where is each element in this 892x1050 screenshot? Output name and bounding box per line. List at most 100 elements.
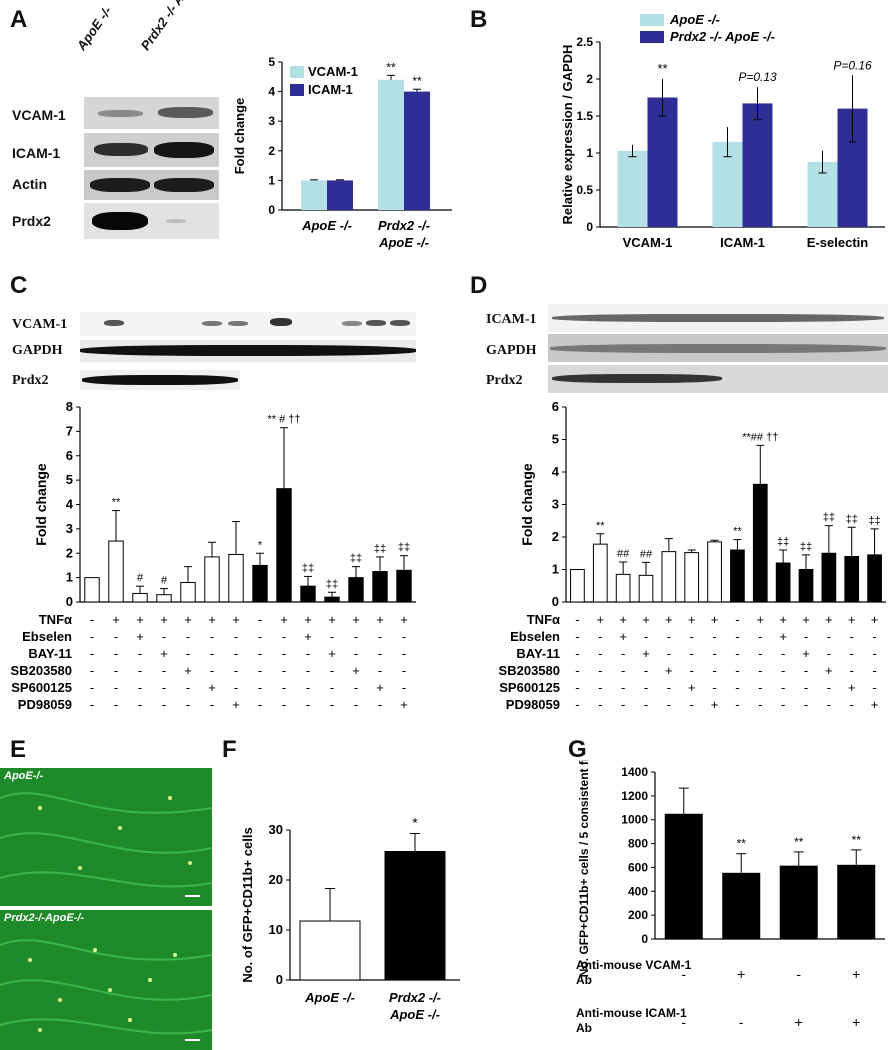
treatment-sign: + xyxy=(711,697,719,712)
y-tick-label: 3 xyxy=(552,497,559,512)
treatment-sign: - xyxy=(402,646,406,661)
x-category-label: VCAM-1 xyxy=(623,235,673,250)
treatment-sign: + xyxy=(852,1014,860,1030)
treatment-sign: - xyxy=(758,629,762,644)
treatment-sign: + xyxy=(184,612,192,627)
treatment-label: TNFα xyxy=(39,612,72,627)
y-tick-label: 0 xyxy=(552,594,559,609)
chart-a: 0 1 2 3 4 5 Fold change ** ** ApoE -/- Prdx2 -/- Ap… xyxy=(232,55,452,250)
treatment-sign: - xyxy=(210,663,214,678)
treatment-sign: - xyxy=(758,663,762,678)
x-category-label: ApoE -/- xyxy=(378,235,429,250)
treatment-sign: - xyxy=(330,663,334,678)
treatment-sign: - xyxy=(234,680,238,695)
treatment-sign: + xyxy=(665,663,673,678)
significance-label: # xyxy=(161,575,168,587)
y-tick-label: 7 xyxy=(66,423,73,438)
treatment-sign: - xyxy=(138,646,142,661)
significance-label: ** xyxy=(596,520,605,532)
bar xyxy=(299,920,361,981)
treatment-sign: + xyxy=(232,697,240,712)
treatment-sign: - xyxy=(306,646,310,661)
bar xyxy=(327,180,353,210)
treatment-sign: - xyxy=(827,646,831,661)
panel-letter-d: D xyxy=(470,272,488,299)
treatment-sign: + xyxy=(688,680,696,695)
significance-label: ‡‡ xyxy=(846,513,858,525)
bar xyxy=(867,554,882,603)
treatment-sign: + xyxy=(619,612,627,627)
treatment-sign: - xyxy=(575,612,579,627)
bar xyxy=(615,573,631,603)
treatment-sign: - xyxy=(667,646,671,661)
y-axis-label: No. of GFP+CD11b+ cells xyxy=(240,827,255,982)
treatment-sign: + xyxy=(642,646,650,661)
legend-swatch xyxy=(290,84,304,96)
treatment-label: Anti-mouse ICAM-1 xyxy=(576,1006,687,1020)
treatment-sign: - xyxy=(850,697,854,712)
treatment-sign: + xyxy=(400,697,408,712)
treatment-label: Anti-mouse VCAM-1 xyxy=(576,958,692,972)
treatment-sign: - xyxy=(575,697,579,712)
treatment-sign: - xyxy=(138,680,142,695)
treatment-sign: - xyxy=(378,646,382,661)
treatment-label: TNFα xyxy=(527,612,560,627)
treatment-sign: - xyxy=(378,697,382,712)
y-tick-label: 4 xyxy=(66,497,74,512)
significance-label: * xyxy=(412,815,418,831)
y-tick-label: 1 xyxy=(586,146,593,160)
chart-f: 0 10 20 30 No. of GFP+CD11b+ cells * ApoE -/- P… xyxy=(240,815,460,1022)
bar xyxy=(798,569,814,603)
treatment-label: BAY-11 xyxy=(28,646,72,661)
treatment-label: Ab xyxy=(576,973,592,987)
y-tick-label: 1 xyxy=(268,173,275,187)
y-tick-label: 20 xyxy=(269,872,283,887)
y-axis-label: No. GFP+CD11b+ cells / 5 consistent fiel… xyxy=(577,760,591,977)
treatment-sign: - xyxy=(872,646,876,661)
treatment-sign: - xyxy=(306,663,310,678)
treatment-sign: - xyxy=(598,697,602,712)
treatment-sign: + xyxy=(848,612,856,627)
treatment-label: BAY-11 xyxy=(516,646,560,661)
treatment-sign: - xyxy=(90,697,94,712)
blot-d-strip-icam1 xyxy=(548,304,888,332)
bar xyxy=(617,150,648,227)
x-category-label: Prdx2 -/- xyxy=(378,218,430,233)
treatment-sign: - xyxy=(781,663,785,678)
legend-label: VCAM-1 xyxy=(308,64,358,79)
panel-letter-a: A xyxy=(10,6,28,33)
legend-swatch xyxy=(640,31,664,43)
x-category-label: E-selectin xyxy=(807,235,868,250)
significance-label: P=0.13 xyxy=(738,70,777,84)
treatment-sign: - xyxy=(114,697,118,712)
treatment-sign: - xyxy=(758,697,762,712)
y-tick-label: 6 xyxy=(66,448,73,463)
treatment-label: SB203580 xyxy=(11,663,72,678)
treatment-label: SP600125 xyxy=(499,680,560,695)
y-tick-label: 600 xyxy=(628,860,648,874)
treatment-sign: - xyxy=(598,646,602,661)
treatment-sign: + xyxy=(802,612,810,627)
bar xyxy=(638,574,654,603)
blot-c-strip-gapdh xyxy=(80,340,416,362)
treatment-sign: - xyxy=(690,697,694,712)
y-tick-label: 2.5 xyxy=(576,35,593,49)
treatment-sign: - xyxy=(282,680,286,695)
treatment-sign: + xyxy=(112,612,120,627)
blot-c-label-gapdh: GAPDH xyxy=(12,343,63,358)
treatment-sign: - xyxy=(90,629,94,644)
treatment-sign: - xyxy=(681,966,686,982)
treatment-sign: + xyxy=(665,612,673,627)
treatment-sign: - xyxy=(402,629,406,644)
treatment-sign: - xyxy=(114,663,118,678)
y-tick-label: 4 xyxy=(552,464,560,479)
treatment-sign: + xyxy=(376,680,384,695)
treatment-sign: - xyxy=(667,629,671,644)
treatment-sign: - xyxy=(162,629,166,644)
treatment-label: Ebselen xyxy=(22,629,72,644)
treatment-label: SB203580 xyxy=(499,663,560,678)
treatment-sign: - xyxy=(258,612,262,627)
treatment-sign: - xyxy=(234,663,238,678)
treatment-sign: + xyxy=(825,612,833,627)
